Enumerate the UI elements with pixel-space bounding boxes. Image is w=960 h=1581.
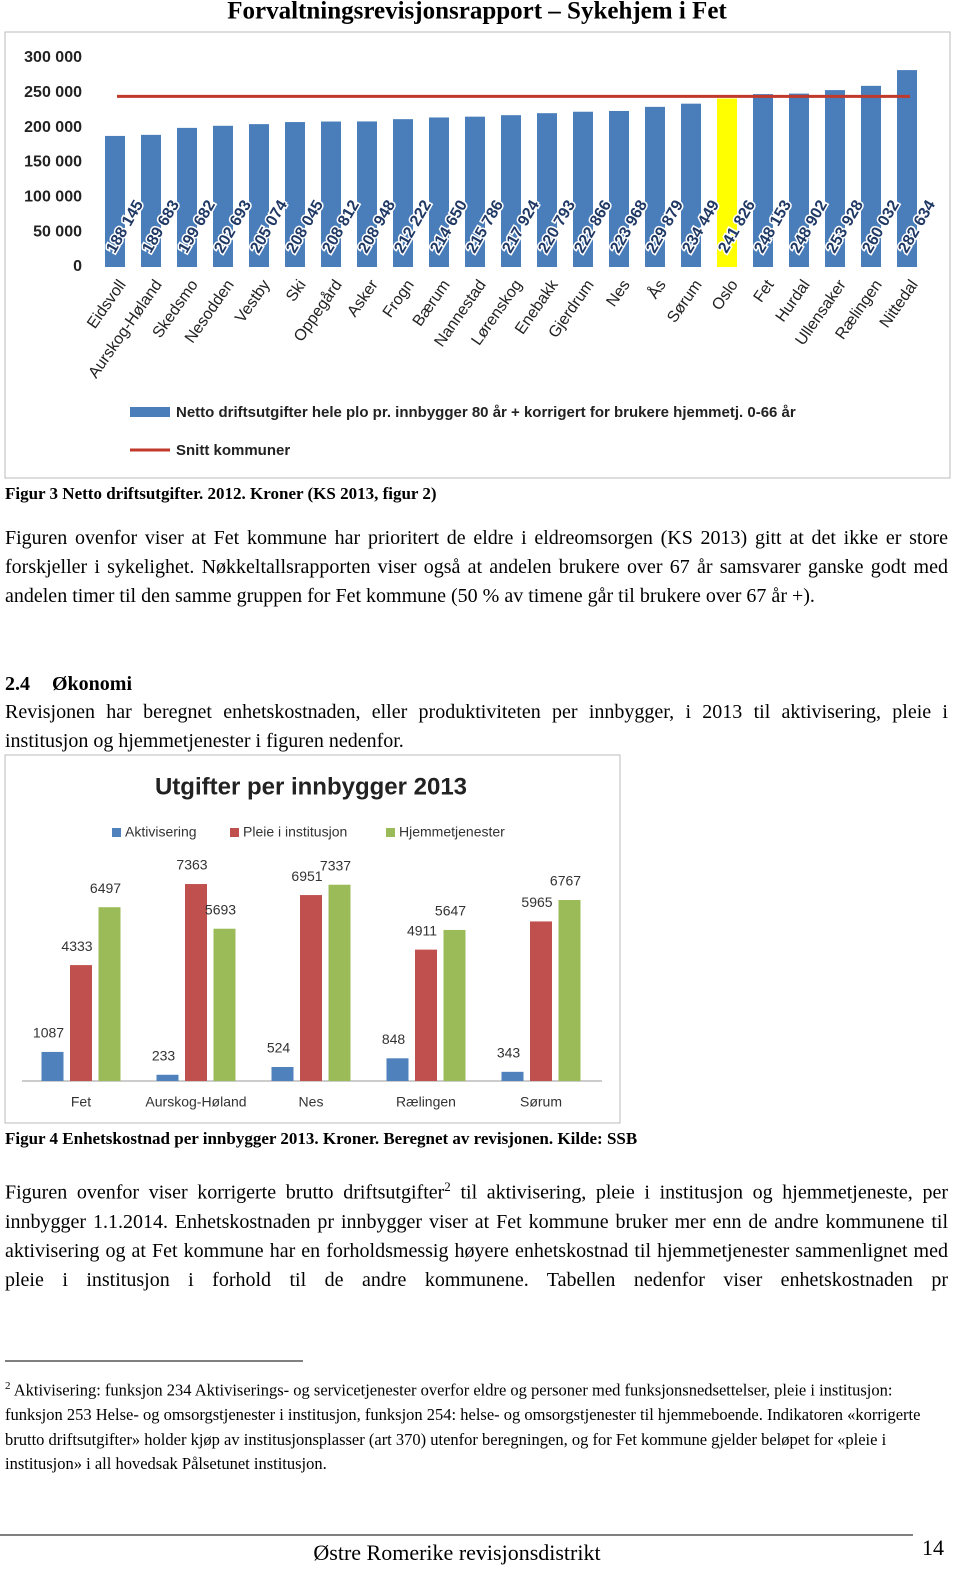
bar <box>98 907 121 1081</box>
bar <box>156 1074 179 1081</box>
bar <box>41 1051 64 1081</box>
value-label: 6951 <box>291 868 322 884</box>
legend-swatch <box>230 828 239 837</box>
bar <box>213 928 236 1081</box>
legend-label: Netto driftsutgifter hele plo pr. innbyg… <box>176 404 796 421</box>
y-tick-label: 100 000 <box>24 189 82 206</box>
bar <box>177 127 197 267</box>
bar <box>105 135 125 267</box>
bar <box>429 117 449 267</box>
legend-label: Snitt kommuner <box>176 442 290 459</box>
value-label: 6497 <box>90 880 121 896</box>
bar <box>328 884 351 1081</box>
figure-caption: Figur 3 Netto driftsutgifter. 2012. Kron… <box>5 484 437 503</box>
bar <box>185 884 207 1081</box>
x-tick-label: Rælingen <box>396 1094 456 1110</box>
bar <box>465 116 485 267</box>
bar <box>141 134 161 267</box>
x-tick-label: Sørum <box>520 1094 562 1110</box>
bar <box>443 929 466 1081</box>
bar <box>717 98 737 267</box>
legend-label: Hjemmetjenester <box>399 824 505 840</box>
bar <box>271 1066 294 1081</box>
x-tick-label: Nes <box>299 1094 324 1110</box>
bar <box>861 85 881 267</box>
value-label: 5693 <box>205 901 236 917</box>
bar <box>825 90 845 267</box>
value-label: 4333 <box>61 938 92 954</box>
bar <box>415 949 437 1081</box>
bar <box>300 895 322 1081</box>
paragraph: Figuren ovenfor viser at Fet kommune har… <box>5 527 948 607</box>
bar <box>213 125 233 267</box>
value-label: 7363 <box>176 857 207 873</box>
paragraph: Figuren ovenfor viser korrigerte brutto … <box>5 1172 948 1295</box>
value-label: 5647 <box>435 903 466 919</box>
y-tick-label: 250 000 <box>24 84 82 101</box>
figure-caption: Figur 4 Enhetskostnad per innbygger 2013… <box>5 1129 638 1148</box>
y-tick-label: 150 000 <box>24 154 82 171</box>
paragraph-text: til aktivisering, pleie i institusjon og… <box>5 1181 948 1291</box>
bar <box>681 103 701 267</box>
bar <box>558 899 581 1081</box>
footnote-text: Aktivisering: funksjon 234 Aktiviserings… <box>5 1380 921 1474</box>
header-title: Forvaltningsrevisjonsrapport – Sykehjem … <box>227 0 727 25</box>
y-tick-label: 50 000 <box>33 223 82 240</box>
bar <box>285 122 305 267</box>
bar <box>753 94 773 267</box>
section-heading: 2.4 Økonomi <box>5 670 132 699</box>
page-number: 14 <box>922 1535 944 1560</box>
paragraph-text: Figuren ovenfor viser korrigerte brutto … <box>5 1181 445 1204</box>
section-number: 2.4 <box>5 673 30 695</box>
bar <box>501 115 521 267</box>
value-label: 233 <box>152 1047 176 1063</box>
bar <box>645 106 665 268</box>
legend-swatch <box>130 407 170 417</box>
value-label: 4911 <box>407 922 437 938</box>
section-title: Økonomi <box>52 673 133 695</box>
legend-swatch <box>386 828 395 837</box>
value-label: 1087 <box>33 1025 64 1041</box>
bar <box>357 121 377 267</box>
footnote: 2 Aktivisering: funksjon 234 Aktiviserin… <box>5 1374 940 1477</box>
value-label: 848 <box>382 1031 406 1047</box>
bar <box>393 119 413 267</box>
x-tick-label: Aurskog-Høland <box>145 1094 246 1110</box>
bar <box>321 121 341 267</box>
bar <box>249 124 269 268</box>
bar <box>501 1071 524 1081</box>
bar <box>70 965 92 1081</box>
footnote-ref: 2 <box>444 1179 451 1194</box>
footnote-number: 2 <box>5 1380 11 1392</box>
bar <box>609 110 629 267</box>
legend-label: Pleie i institusjon <box>243 824 347 840</box>
value-label: 524 <box>267 1040 291 1056</box>
bar <box>386 1058 409 1081</box>
bar <box>897 70 917 267</box>
y-tick-label: 0 <box>73 258 82 275</box>
bar <box>573 111 593 267</box>
bar <box>530 921 552 1081</box>
footer-organization: Østre Romerike revisjonsdistrikt <box>313 1540 601 1565</box>
value-label: 6767 <box>550 873 581 889</box>
value-label: 5965 <box>521 894 552 910</box>
y-tick-label: 300 000 <box>24 49 82 66</box>
y-tick-label: 200 000 <box>24 119 82 136</box>
chart-title: Utgifter per innbygger 2013 <box>155 773 467 800</box>
legend-label: Aktivisering <box>125 824 197 840</box>
x-tick-label: Fet <box>71 1094 91 1110</box>
value-label: 7337 <box>320 857 351 873</box>
legend-swatch <box>112 828 121 837</box>
value-label: 343 <box>497 1045 521 1061</box>
paragraph: Revisjonen har beregnet enhetskostnaden,… <box>5 701 948 752</box>
bar <box>537 113 557 267</box>
bar <box>789 93 809 268</box>
